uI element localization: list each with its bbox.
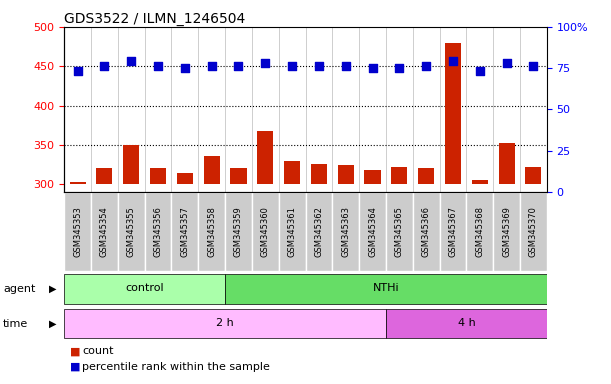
Bar (279, 192, 306, 271)
Point (100, 63, 109, 69)
Bar (252, 192, 279, 271)
Bar (525, 167, 541, 184)
Bar (338, 165, 354, 184)
Text: GSM345358: GSM345358 (207, 206, 216, 257)
Bar (365, 170, 381, 184)
Text: GSM345354: GSM345354 (100, 206, 109, 257)
Point (529, 63, 538, 69)
Point (395, 65, 404, 71)
Text: NTHi: NTHi (373, 283, 399, 293)
Text: GSM345364: GSM345364 (368, 206, 377, 257)
Text: GSM345369: GSM345369 (502, 206, 511, 257)
Text: GDS3522 / ILMN_1246504: GDS3522 / ILMN_1246504 (64, 12, 246, 25)
Bar (445, 43, 461, 184)
Bar (172, 192, 198, 271)
Text: GSM345359: GSM345359 (234, 206, 243, 257)
Bar (225, 274, 547, 304)
Text: ■: ■ (70, 346, 81, 356)
Bar (70, 182, 86, 184)
Bar (466, 192, 493, 271)
Point (126, 58, 136, 65)
Bar (359, 192, 386, 271)
Bar (97, 168, 112, 184)
Bar (311, 164, 327, 184)
Text: GSM345367: GSM345367 (448, 206, 458, 257)
Text: GSM345353: GSM345353 (73, 206, 82, 257)
Bar (145, 192, 172, 271)
Bar (203, 156, 220, 184)
Bar (198, 192, 225, 271)
Bar (439, 192, 466, 271)
Bar (257, 131, 273, 184)
Point (422, 63, 431, 69)
Bar (225, 192, 252, 271)
Point (180, 65, 190, 71)
Bar (418, 169, 434, 184)
Bar (118, 192, 145, 271)
Bar (386, 309, 547, 338)
Bar (493, 192, 520, 271)
Text: agent: agent (3, 284, 35, 294)
Bar (520, 192, 547, 271)
Text: GSM345365: GSM345365 (395, 206, 404, 257)
Text: ▶: ▶ (49, 284, 57, 294)
Bar (332, 192, 359, 271)
Bar (150, 169, 166, 184)
Text: ▶: ▶ (49, 319, 57, 329)
Text: 2 h: 2 h (216, 318, 234, 328)
Text: GSM345360: GSM345360 (261, 206, 270, 257)
Point (341, 63, 351, 69)
Bar (230, 169, 246, 184)
Bar (499, 143, 514, 184)
Text: 4 h: 4 h (458, 318, 475, 328)
Bar (413, 192, 439, 271)
Text: GSM345362: GSM345362 (315, 206, 323, 257)
Point (287, 63, 297, 69)
Point (153, 63, 163, 69)
Bar (64, 309, 386, 338)
Point (260, 60, 270, 66)
Text: GSM345355: GSM345355 (126, 206, 136, 257)
Bar (391, 167, 408, 184)
Bar (306, 192, 332, 271)
Text: GSM345368: GSM345368 (475, 206, 485, 257)
Point (73, 68, 82, 74)
Text: time: time (3, 319, 28, 329)
Text: GSM345366: GSM345366 (422, 206, 431, 257)
Text: GSM345361: GSM345361 (288, 206, 296, 257)
Text: GSM345363: GSM345363 (341, 206, 350, 257)
Bar (91, 192, 118, 271)
Point (314, 63, 324, 69)
Point (502, 60, 511, 66)
Point (475, 68, 485, 74)
Bar (177, 173, 193, 184)
Text: GSM345357: GSM345357 (180, 206, 189, 257)
Text: GSM345356: GSM345356 (153, 206, 163, 257)
Point (233, 63, 243, 69)
Bar (64, 274, 225, 304)
Bar (386, 192, 413, 271)
Bar (64, 192, 91, 271)
Bar (284, 161, 300, 184)
Point (448, 58, 458, 65)
Bar (123, 145, 139, 184)
Text: control: control (125, 283, 164, 293)
Point (207, 63, 216, 69)
Text: percentile rank within the sample: percentile rank within the sample (82, 362, 270, 372)
Text: ■: ■ (70, 362, 81, 372)
Point (368, 65, 378, 71)
Text: GSM345370: GSM345370 (529, 206, 538, 257)
Text: count: count (82, 346, 114, 356)
Bar (472, 180, 488, 184)
